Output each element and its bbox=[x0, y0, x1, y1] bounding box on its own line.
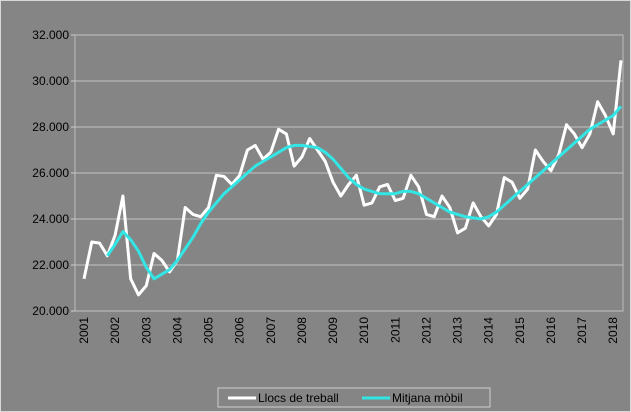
x-tick-label: 2010 bbox=[357, 317, 371, 344]
y-tick-label: 22.000 bbox=[32, 258, 69, 272]
x-tick-label: 2011 bbox=[388, 317, 402, 343]
x-tick-label: 2009 bbox=[326, 317, 340, 344]
y-tick-label: 20.000 bbox=[32, 304, 69, 318]
legend-label: Llocs de treball bbox=[258, 391, 339, 405]
x-tick-label: 2001 bbox=[77, 317, 91, 344]
y-tick-label: 26.000 bbox=[32, 166, 69, 180]
x-tick-label: 2006 bbox=[233, 317, 247, 344]
x-tick-label: 2017 bbox=[575, 317, 589, 344]
x-tick-label: 2014 bbox=[482, 317, 496, 344]
legend-box bbox=[217, 387, 491, 408]
y-tick-label: 28.000 bbox=[32, 120, 69, 134]
x-tick-label: 2018 bbox=[606, 317, 620, 344]
y-tick-label: 24.000 bbox=[32, 212, 69, 226]
x-tick-label: 2002 bbox=[108, 317, 122, 344]
x-tick-label: 2013 bbox=[451, 317, 465, 344]
x-tick-label: 2016 bbox=[544, 317, 558, 344]
legend-label: Mitjana mòbil bbox=[392, 391, 463, 405]
x-tick-label: 2004 bbox=[170, 317, 184, 344]
y-tick-label: 32.000 bbox=[32, 28, 69, 42]
x-tick-label: 2003 bbox=[139, 317, 153, 344]
y-tick-label: 30.000 bbox=[32, 74, 69, 88]
x-tick-label: 2007 bbox=[264, 317, 278, 344]
x-tick-label: 2005 bbox=[202, 317, 216, 344]
legend: Llocs de treball Mitjana mòbil bbox=[217, 387, 491, 408]
x-tick-label: 2012 bbox=[419, 317, 433, 344]
x-tick-label: 2015 bbox=[513, 317, 527, 344]
series-line bbox=[106, 105, 623, 281]
x-tick-label: 2008 bbox=[295, 317, 309, 344]
